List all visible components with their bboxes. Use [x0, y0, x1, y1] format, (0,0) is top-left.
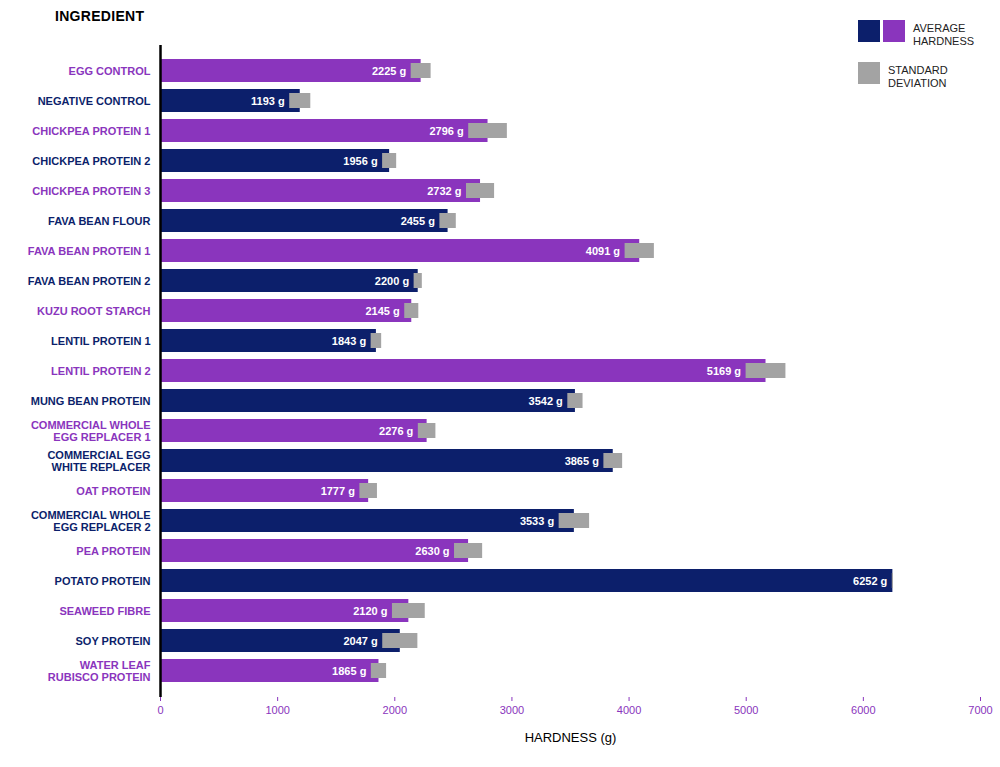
svg-text:3533 g: 3533 g: [520, 515, 554, 527]
svg-text:6000: 6000: [851, 704, 875, 716]
svg-text:2276 g: 2276 g: [379, 425, 413, 437]
svg-text:FAVA BEAN PROTEIN 2: FAVA BEAN PROTEIN 2: [28, 275, 151, 287]
svg-text:KUZU ROOT STARCH: KUZU ROOT STARCH: [37, 305, 151, 317]
svg-text:5000: 5000: [734, 704, 758, 716]
svg-text:FAVA BEAN PROTEIN 1: FAVA BEAN PROTEIN 1: [28, 245, 151, 257]
svg-text:HARDNESS (g): HARDNESS (g): [525, 730, 617, 745]
svg-text:1193 g: 1193 g: [251, 95, 285, 107]
svg-text:WATER LEAFRUBISCO PROTEIN: WATER LEAFRUBISCO PROTEIN: [48, 659, 151, 683]
svg-text:2630 g: 2630 g: [415, 545, 449, 557]
svg-text:6252 g: 6252 g: [853, 575, 887, 587]
svg-text:NEGATIVE CONTROL: NEGATIVE CONTROL: [38, 95, 151, 107]
svg-text:MUNG BEAN PROTEIN: MUNG BEAN PROTEIN: [31, 395, 151, 407]
svg-text:3542 g: 3542 g: [529, 395, 563, 407]
svg-text:PEA PROTEIN: PEA PROTEIN: [76, 545, 150, 557]
svg-text:3000: 3000: [500, 704, 524, 716]
svg-text:POTATO PROTEIN: POTATO PROTEIN: [55, 575, 151, 587]
html-text:INGREDIENT: INGREDIENT: [55, 8, 145, 24]
svg-text:2000: 2000: [383, 704, 407, 716]
svg-text:2145 g: 2145 g: [365, 305, 399, 317]
svg-text:CHICKPEA PROTEIN 1: CHICKPEA PROTEIN 1: [32, 125, 150, 137]
svg-text:4000: 4000: [617, 704, 641, 716]
svg-text:SEAWEED FIBRE: SEAWEED FIBRE: [59, 605, 150, 617]
svg-text:5169 g: 5169 g: [707, 365, 741, 377]
svg-text:COMMERCIAL WHOLEEGG REPLACER 1: COMMERCIAL WHOLEEGG REPLACER 1: [31, 419, 151, 443]
svg-text:1956 g: 1956 g: [343, 155, 377, 167]
svg-text:7000: 7000: [968, 704, 992, 716]
svg-text:1843 g: 1843 g: [332, 335, 366, 347]
svg-text:1000: 1000: [265, 704, 289, 716]
svg-text:COMMERCIAL EGGWHITE REPLACER: COMMERCIAL EGGWHITE REPLACER: [47, 449, 150, 473]
svg-text:2120 g: 2120 g: [353, 605, 387, 617]
svg-text:2796 g: 2796 g: [429, 125, 463, 137]
svg-text:2732 g: 2732 g: [427, 185, 461, 197]
svg-text:1865 g: 1865 g: [332, 665, 366, 677]
html-text:STANDARD DEVIATION: STANDARD DEVIATION: [888, 64, 948, 89]
svg-text:1777 g: 1777 g: [321, 485, 355, 497]
svg-text:3865 g: 3865 g: [565, 455, 599, 467]
svg-text:0: 0: [157, 704, 163, 716]
svg-text:2200 g: 2200 g: [375, 275, 409, 287]
svg-text:LENTIL PROTEIN 1: LENTIL PROTEIN 1: [51, 335, 150, 347]
svg-text:LENTIL PROTEIN 2: LENTIL PROTEIN 2: [51, 365, 150, 377]
svg-text:2047 g: 2047 g: [343, 635, 377, 647]
svg-text:2455 g: 2455 g: [401, 215, 435, 227]
svg-text:FAVA BEAN FLOUR: FAVA BEAN FLOUR: [48, 215, 151, 227]
html-text:AVERAGE HARDNESS: AVERAGE HARDNESS: [913, 22, 975, 47]
svg-text:SOY PROTEIN: SOY PROTEIN: [76, 635, 151, 647]
svg-text:OAT PROTEIN: OAT PROTEIN: [76, 485, 150, 497]
svg-text:EGG CONTROL: EGG CONTROL: [69, 65, 151, 77]
svg-text:COMMERCIAL WHOLEEGG REPLACER 2: COMMERCIAL WHOLEEGG REPLACER 2: [31, 509, 151, 533]
svg-text:4091 g: 4091 g: [586, 245, 620, 257]
svg-text:2225 g: 2225 g: [372, 65, 406, 77]
svg-text:CHICKPEA PROTEIN 3: CHICKPEA PROTEIN 3: [32, 185, 150, 197]
svg-text:CHICKPEA PROTEIN 2: CHICKPEA PROTEIN 2: [32, 155, 150, 167]
